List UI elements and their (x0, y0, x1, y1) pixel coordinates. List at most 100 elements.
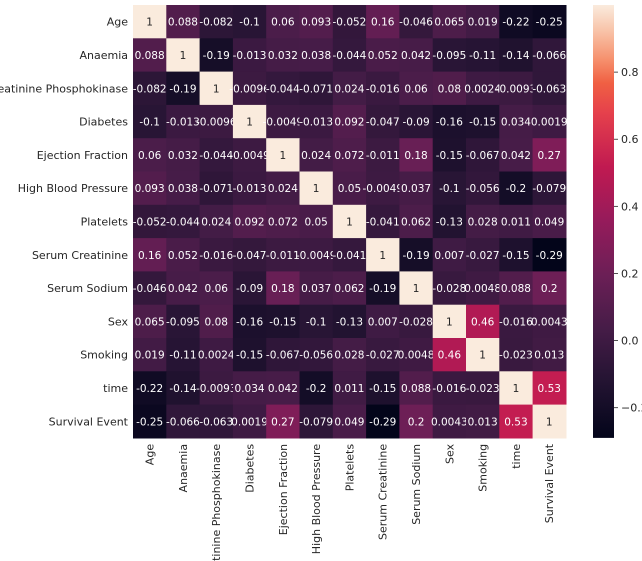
cell-annotation: 0.08 (205, 316, 228, 328)
heatmap-cell (199, 338, 234, 372)
heatmap-cell (166, 38, 201, 73)
heatmap-cell (399, 104, 434, 139)
heatmap-cell (166, 338, 201, 372)
cell-annotation: 1 (479, 350, 486, 362)
heatmap-cell (499, 238, 534, 272)
cell-annotation: 0.093 (135, 183, 165, 195)
cell-annotation: -0.09 (236, 283, 263, 295)
heatmap-cell (299, 371, 334, 406)
cell-annotation: 0.013 (534, 350, 564, 362)
cell-annotation: 0.032 (168, 150, 198, 162)
heatmap-cell (199, 271, 234, 306)
heatmap-cell (399, 304, 434, 339)
cell-annotation: -0.29 (536, 250, 563, 262)
heatmap-cell (166, 271, 201, 306)
heatmap-cell (532, 38, 567, 73)
cell-annotation: -0.09 (402, 117, 429, 129)
heatmap-cell (266, 304, 301, 339)
cell-annotation: -0.023 (466, 383, 500, 395)
cell-annotation: -0.044 (266, 83, 300, 95)
cell-annotation: 0.019 (135, 350, 165, 362)
column-label: Survival Event (543, 443, 556, 523)
heatmap-cell (399, 138, 434, 173)
cell-annotation: 0.011 (334, 383, 364, 395)
heatmap-cell (299, 204, 334, 239)
cell-annotation: 0.05 (304, 216, 327, 228)
cell-annotation: 0.072 (334, 150, 364, 162)
column-labels: Age Anaemia Creatinine Phosphokinase Diabet… (144, 443, 557, 561)
heatmap-cell (166, 204, 201, 239)
cell-annotation: -0.016 (499, 316, 533, 328)
heatmap-cell (199, 138, 234, 173)
heatmap-cell (332, 138, 367, 173)
cell-annotation: -0.041 (366, 216, 400, 228)
cell-annotation: 0.16 (138, 250, 162, 262)
cell-annotation: 0.024 (268, 183, 298, 195)
heatmap-cell (399, 404, 434, 439)
heatmap-cell (432, 171, 467, 206)
cell-annotation: 0.088 (168, 17, 198, 29)
cell-annotation: -0.044 (166, 216, 200, 228)
heatmap-cell (232, 171, 267, 206)
heatmap-cell (532, 5, 567, 39)
heatmap-cell (432, 271, 467, 306)
cell-annotation: 0.27 (271, 416, 294, 428)
row-label: Diabetes (79, 116, 128, 129)
cell-annotation: 0.072 (268, 216, 298, 228)
heatmap-cell (332, 5, 367, 39)
heatmap-cell (232, 238, 267, 272)
column-label: Creatinine Phosphokinase (210, 444, 223, 561)
cell-annotation: -0.1 (306, 316, 327, 328)
cell-annotation: 1 (313, 183, 320, 195)
cell-annotation: 0.065 (434, 17, 464, 29)
heatmap-cell (332, 371, 367, 406)
heatmap-cell (133, 204, 167, 239)
cell-annotation: -0.22 (502, 17, 529, 29)
heatmap-cell (399, 371, 434, 406)
heatmap-cell (232, 338, 267, 372)
cell-annotation: -0.013 (233, 50, 267, 62)
heatmap-cell (299, 71, 334, 106)
heatmap-cell (399, 271, 434, 306)
heatmap-cell (332, 104, 367, 139)
heatmap-cell (166, 238, 201, 272)
cell-annotation: 0.06 (205, 283, 229, 295)
heatmap-cell (466, 71, 500, 106)
heatmap-cell (266, 238, 301, 272)
cell-annotation: 0.028 (334, 350, 364, 362)
cell-annotation: 0.05 (338, 183, 361, 195)
cell-annotation: -0.2 (506, 183, 527, 195)
heatmap-cell (199, 404, 234, 439)
cell-annotation: 0.042 (268, 383, 298, 395)
cell-annotation: -0.15 (469, 117, 496, 129)
cell-annotation: 0.0024 (464, 83, 501, 95)
row-label: Anaemia (79, 49, 128, 62)
cell-annotation: -0.19 (369, 283, 396, 295)
row-label: Serum Sodium (47, 282, 128, 295)
cell-annotation: -0.028 (399, 316, 433, 328)
heatmap-cell (166, 5, 201, 39)
cell-annotation: -0.095 (432, 50, 466, 62)
heatmap-cell (499, 104, 534, 139)
heatmap-cell (466, 204, 500, 239)
row-label: Age (107, 16, 129, 29)
heatmap-cell (366, 371, 400, 406)
heatmap-cell (366, 71, 400, 106)
heatmap-cell (432, 238, 467, 272)
colorbar-tick-label: 0.2 (621, 267, 639, 280)
cell-annotation: -0.044 (333, 50, 367, 62)
cell-annotation: 0.27 (538, 150, 561, 162)
column-label: Diabetes (244, 444, 257, 493)
heatmap-cell (199, 104, 234, 139)
cell-annotation: -0.063 (199, 416, 233, 428)
heatmap-cell (366, 271, 400, 306)
heatmap-cell (133, 371, 167, 406)
cell-annotation: 0.032 (268, 50, 298, 62)
heatmap-cell (232, 404, 267, 439)
heatmap-cells: 1 0.088 -0.082 -0.1 0.06 0.093 -0.052 0.16 -0.04… (133, 5, 568, 439)
cell-annotation: -0.19 (169, 83, 196, 95)
heatmap-cell (199, 304, 234, 339)
cell-annotation: 0.019 (468, 17, 498, 29)
heatmap-cell (466, 271, 500, 306)
heatmap-cell (166, 304, 201, 339)
